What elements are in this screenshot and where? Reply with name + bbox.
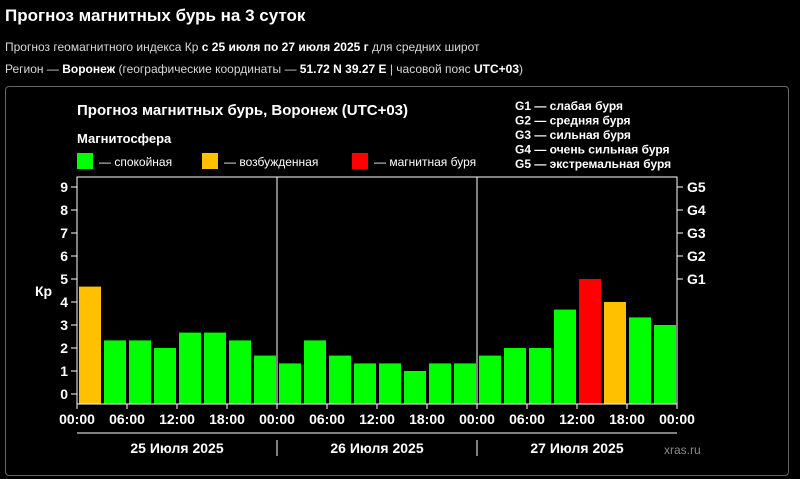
day-label: 26 Июля 2025 (330, 440, 423, 456)
x-tick-label: 00:00 (59, 411, 95, 427)
y-tick-label: 1 (60, 363, 68, 379)
coordinates: 51.72 N 39.27 E (299, 62, 387, 76)
x-tick-label: 00:00 (259, 411, 295, 427)
x-tick-label: 06:00 (309, 411, 345, 427)
kp-bar (329, 355, 351, 404)
x-tick-label: 18:00 (209, 411, 245, 427)
kp-bar (604, 302, 626, 404)
region-name: Воронеж (62, 62, 116, 76)
storm-level-item: G3 — сильная буря (515, 128, 631, 142)
g-tick-label: G1 (687, 271, 706, 287)
forecast-subtitle: Прогноз геомагнитного индекса Кр с 25 ию… (5, 40, 480, 54)
legend-label: — спокойная (99, 155, 172, 169)
kp-bar (179, 332, 201, 404)
region-info: Регион — Воронеж (географические координ… (5, 62, 523, 76)
y-tick-label: 0 (60, 386, 68, 402)
legend-swatch (202, 153, 218, 169)
subtitle-text: Прогноз геомагнитного индекса Кр (5, 40, 202, 54)
y-tick-label: 2 (60, 340, 68, 356)
x-tick-label: 12:00 (159, 411, 195, 427)
region-text: ) (519, 62, 524, 76)
kp-bar (254, 355, 276, 404)
watermark: xras.ru (664, 443, 701, 457)
kp-bar (279, 363, 301, 404)
day-label: 25 Июля 2025 (130, 440, 223, 456)
kp-bar (154, 348, 176, 404)
legend-label: — возбужденная (224, 155, 318, 169)
kp-bar (229, 340, 251, 404)
kp-bar (79, 286, 101, 404)
storm-level-item: G1 — слабая буря (515, 99, 623, 113)
x-tick-label: 06:00 (109, 411, 145, 427)
y-tick-label: 7 (60, 225, 68, 241)
g-tick-label: G3 (687, 225, 706, 241)
storm-level-item: G5 — экстремальная буря (515, 157, 671, 171)
y-tick-label: 5 (60, 271, 68, 287)
kp-bar (529, 348, 551, 404)
storm-level-item: G4 — очень сильная буря (515, 143, 670, 157)
legend-label: — магнитная буря (374, 155, 476, 169)
timezone: UTC+03 (474, 62, 520, 76)
kp-bar (479, 355, 501, 404)
region-text: Регион — (5, 62, 63, 76)
kp-bar (129, 340, 151, 404)
kp-bar (404, 371, 426, 404)
kp-bar (629, 317, 651, 404)
g-tick-label: G5 (687, 179, 706, 195)
x-tick-label: 12:00 (359, 411, 395, 427)
kp-bar (654, 325, 676, 404)
kp-bar (304, 340, 326, 404)
x-tick-label: 18:00 (609, 411, 645, 427)
x-tick-label: 18:00 (409, 411, 445, 427)
kp-bar (554, 309, 576, 404)
y-tick-label: 9 (60, 179, 68, 195)
x-tick-label: 00:00 (659, 411, 695, 427)
g-tick-label: G2 (687, 248, 706, 264)
kp-bar (104, 340, 126, 404)
y-tick-label: 8 (60, 202, 68, 218)
date-range: с 25 июля по 27 июля 2025 г (201, 40, 369, 54)
x-tick-label: 12:00 (559, 411, 595, 427)
kp-bar (204, 332, 226, 404)
x-tick-label: 06:00 (509, 411, 545, 427)
y-tick-label: 4 (60, 294, 68, 310)
kp-bar (354, 363, 376, 404)
region-text: | часовой пояс (386, 62, 474, 76)
y-tick-label: 6 (60, 248, 68, 264)
kp-bar (504, 348, 526, 404)
forecast-chart: Прогноз магнитных бурь, Воронеж (UTC+03)… (35, 99, 706, 457)
y-axis-label: Кр (35, 283, 52, 299)
chart-title: Прогноз магнитных бурь, Воронеж (UTC+03) (77, 102, 408, 119)
g-tick-label: G4 (687, 202, 706, 218)
kp-bar (429, 363, 451, 404)
chart-frame: Прогноз магнитных бурь, Воронеж (UTC+03)… (5, 86, 789, 476)
day-label: 27 Июля 2025 (530, 440, 623, 456)
region-text: (географические координаты — (115, 62, 300, 76)
kp-bar (454, 363, 476, 404)
legend-swatch (352, 153, 368, 169)
x-tick-label: 00:00 (459, 411, 495, 427)
subtitle-text: для средних широт (368, 40, 480, 54)
legend-heading: Магнитосфера (77, 131, 172, 146)
kp-bar (579, 279, 601, 404)
kp-bar (379, 363, 401, 404)
page-title: Прогноз магнитных бурь на 3 суток (5, 6, 306, 25)
y-tick-label: 3 (60, 317, 68, 333)
storm-level-item: G2 — средняя буря (515, 114, 631, 128)
legend-swatch (77, 153, 93, 169)
